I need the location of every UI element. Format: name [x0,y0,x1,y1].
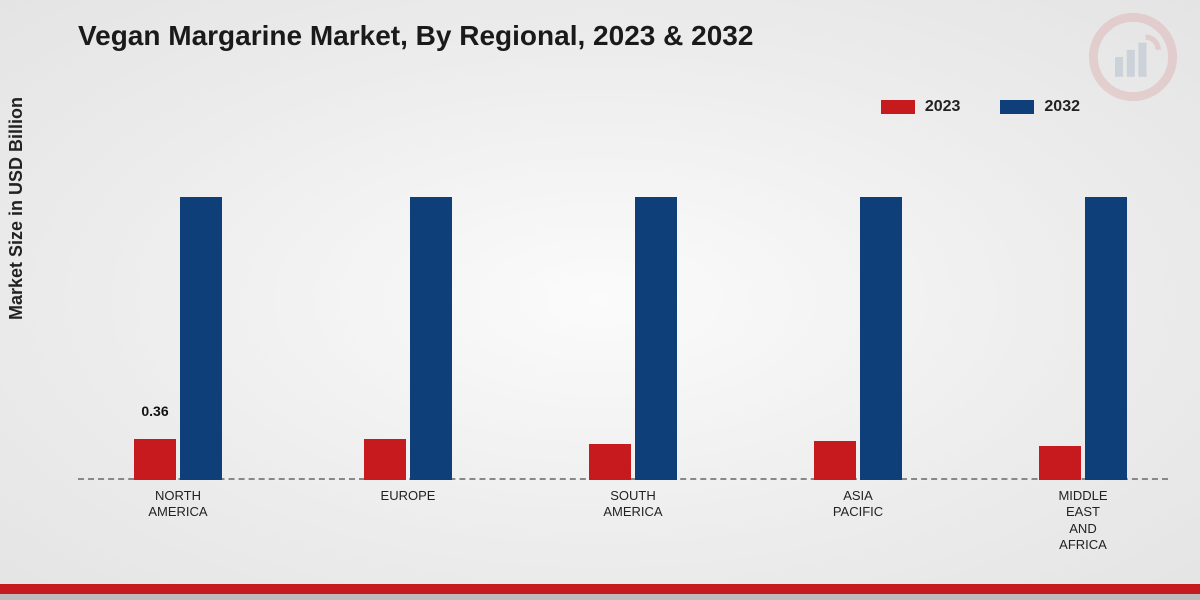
legend-label-2023: 2023 [925,98,961,116]
watermark-icon [1088,12,1178,102]
footer-grey [0,594,1200,600]
chart-title: Vegan Margarine Market, By Regional, 202… [78,20,753,52]
chart-page: Vegan Margarine Market, By Regional, 202… [0,0,1200,600]
bar-group [364,197,452,480]
bar-group [589,197,677,480]
bar-2032 [410,197,452,480]
bar-group [1039,197,1127,480]
bar-2023 [364,439,406,480]
legend-label-2032: 2032 [1044,98,1080,116]
x-axis-labels: NORTH AMERICA EUROPE SOUTH AMERICA ASIA PAC… [78,488,1168,568]
bar-2032 [180,197,222,480]
plot-area: 0.36 [78,140,1168,480]
footer-bar [0,584,1200,600]
bar-2032 [1085,197,1127,480]
bar-group [814,197,902,480]
legend-item-2023: 2023 [881,98,961,116]
legend-swatch-2023 [881,100,915,114]
x-axis-label: MIDDLE EAST AND AFRICA [1013,488,1153,553]
watermark-logo [1088,12,1178,102]
x-axis-label: SOUTH AMERICA [563,488,703,521]
bar-2032 [635,197,677,480]
x-axis-label: NORTH AMERICA [108,488,248,521]
bar-2023 [134,439,176,480]
legend-swatch-2032 [1000,100,1034,114]
bar-2023 [589,444,631,480]
legend-item-2032: 2032 [1000,98,1080,116]
bar-2032 [860,197,902,480]
bar-2023 [814,441,856,480]
x-axis-label: EUROPE [338,488,478,504]
y-axis-label: Market Size in USD Billion [6,97,27,320]
bar-2023 [1039,446,1081,480]
footer-red [0,584,1200,594]
x-axis-label: ASIA PACIFIC [788,488,928,521]
legend: 2023 2032 [881,98,1080,116]
bar-group [134,197,222,480]
